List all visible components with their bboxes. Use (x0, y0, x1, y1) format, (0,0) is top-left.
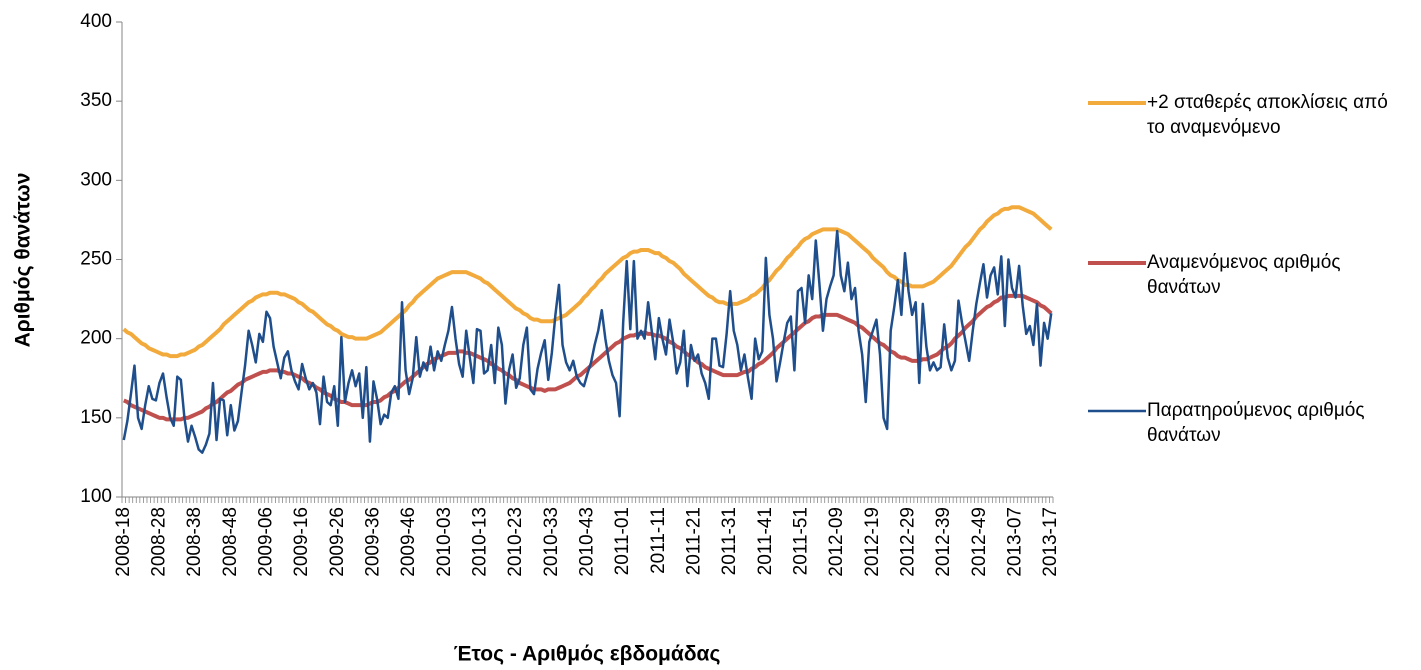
x-tick-label: 2009-26 (327, 507, 348, 577)
x-tick-label: 2011-21 (684, 507, 705, 575)
legend-label: Αναμενόμενος αριθμός θανάτων (1147, 252, 1341, 298)
y-tick-label: 150 (80, 407, 112, 428)
x-tick-label: 2010-33 (541, 507, 562, 577)
y-tick-label: 100 (80, 486, 112, 507)
x-tick-label: 2012-49 (969, 507, 990, 577)
x-tick-label: 2008-38 (184, 507, 205, 577)
x-tick-label: 2008-48 (220, 507, 241, 577)
x-tick-label: 2010-43 (577, 507, 598, 577)
x-tick-label: 2013-07 (1005, 507, 1026, 577)
series-line (122, 229, 1053, 454)
y-tick-label: 250 (80, 249, 112, 270)
x-tick-label: 2010-23 (505, 507, 526, 577)
y-tick-label: 300 (80, 169, 112, 190)
y-tick-label: 350 (80, 90, 112, 111)
x-tick-label: 2009-36 (362, 507, 383, 577)
x-tick-label: 2008-28 (148, 507, 169, 577)
x-tick-label: 2011-11 (648, 507, 669, 574)
x-tick-label: 2010-03 (434, 507, 455, 577)
x-tick-label: 2011-51 (791, 507, 812, 575)
legend-label: +2 σταθερές αποκλίσεις από το αναμενόμεν… (1147, 92, 1388, 138)
x-tick-label: 2009-16 (291, 507, 312, 577)
x-tick-label: 2012-19 (862, 507, 883, 577)
x-axis-label: Έτος - Αριθμός εβδομάδας (454, 643, 721, 666)
y-tick-label: 400 (80, 11, 112, 32)
y-tick-label: 200 (80, 328, 112, 349)
x-tick-label: 2009-46 (398, 507, 419, 577)
x-tick-label: 2010-13 (470, 507, 491, 577)
x-tick-label: 2011-31 (719, 507, 740, 575)
x-tick-label: 2011-01 (612, 507, 633, 575)
series-line (122, 205, 1053, 359)
x-tick-label: 2012-29 (898, 507, 919, 577)
x-tick-label: 2012-09 (826, 507, 847, 577)
x-tick-label: 2011-41 (755, 507, 776, 575)
x-tick-label: 2012-39 (933, 507, 954, 577)
x-tick-label: 2013-17 (1040, 507, 1061, 577)
y-axis-label: Αριθμός θανάτων (12, 173, 35, 348)
legend-label: Παρατηρούμενος αριθμός θανάτων (1147, 400, 1365, 446)
x-tick-label: 2009-06 (255, 507, 276, 577)
x-tick-label: 2008-18 (113, 507, 134, 577)
